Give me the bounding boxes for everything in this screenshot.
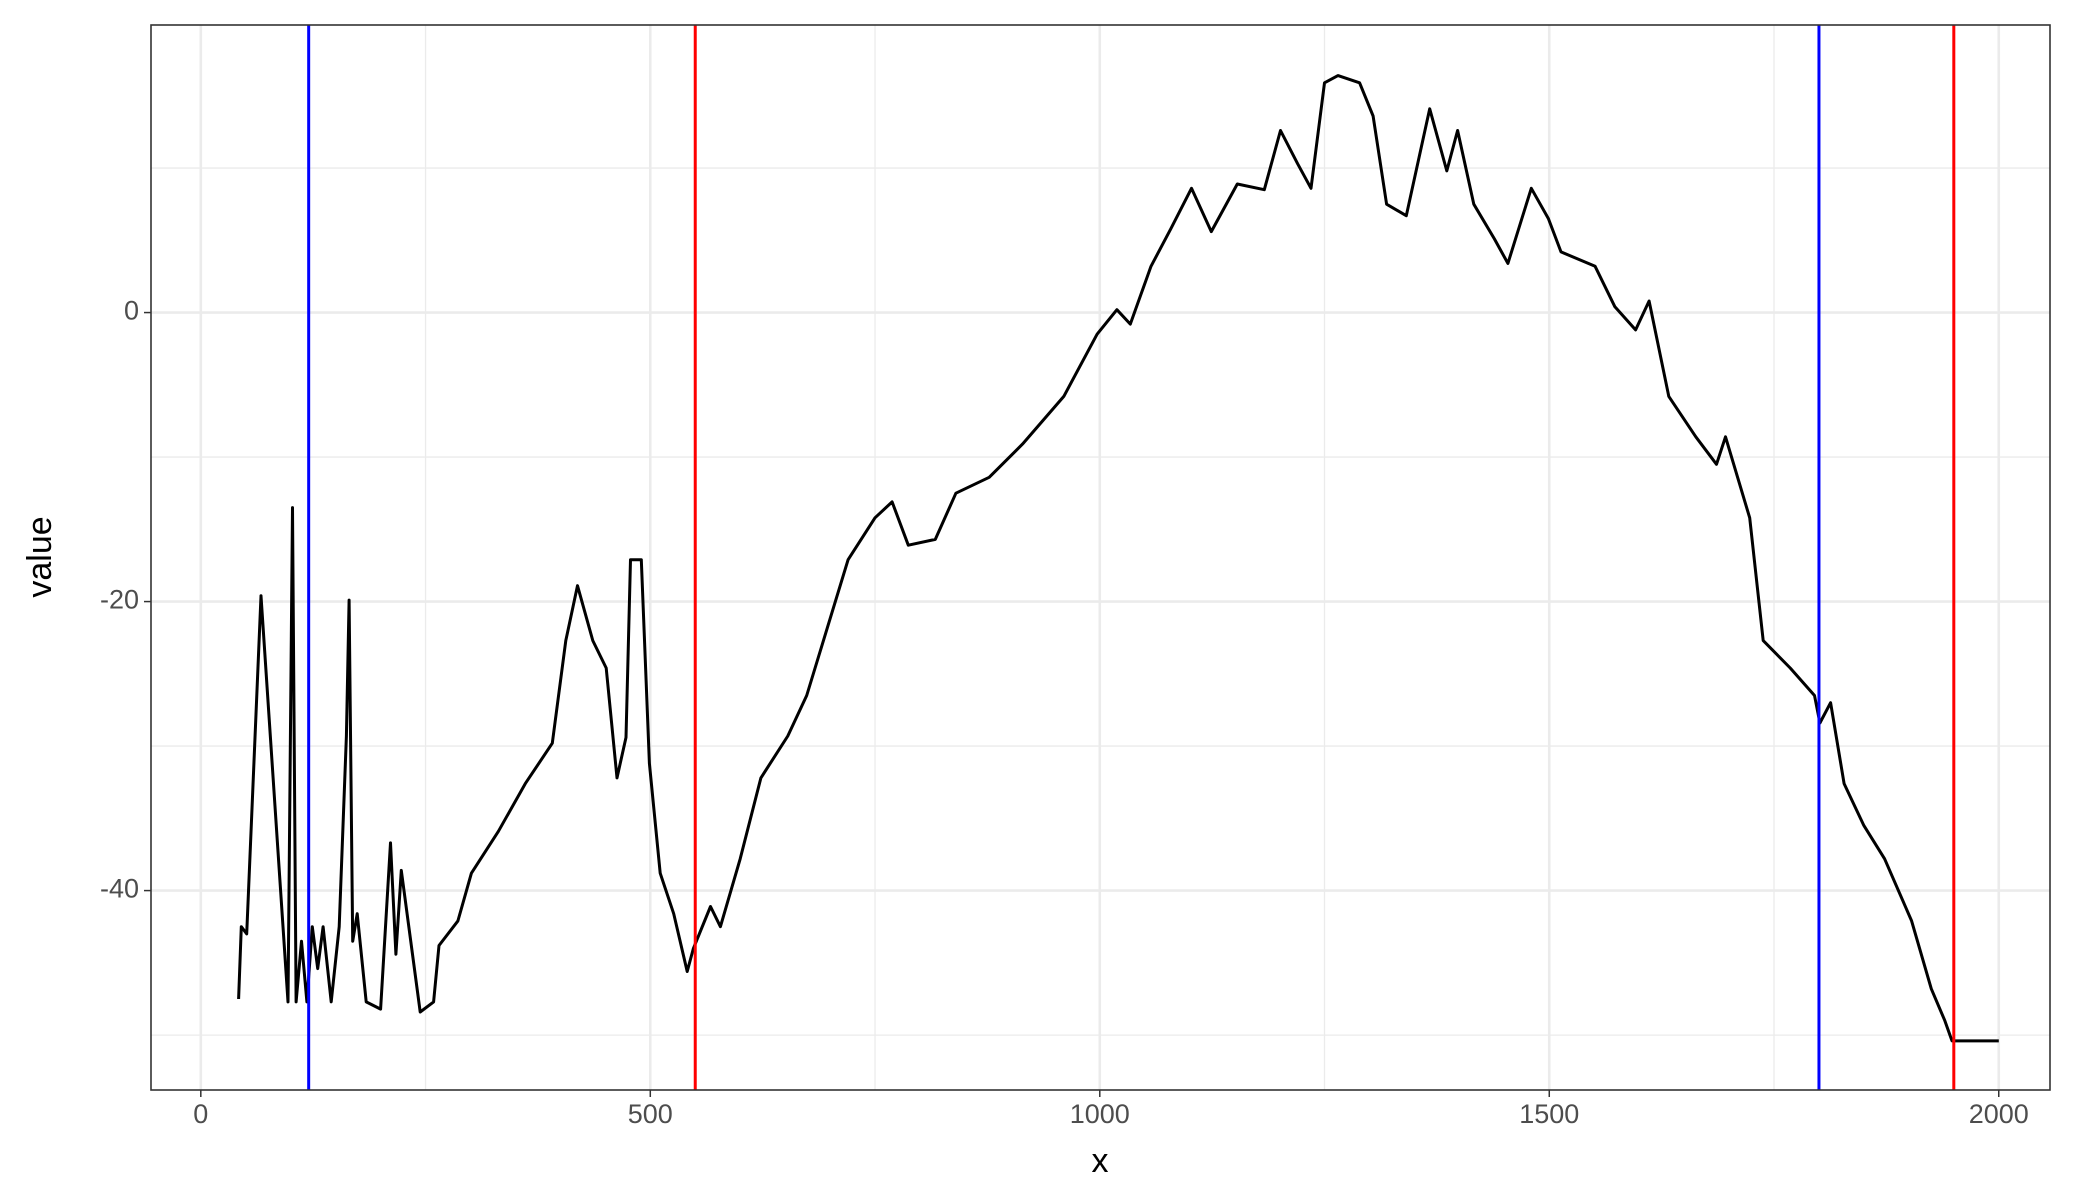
x-tick-label: 0 [193,1099,208,1129]
y-tick-label: -40 [100,874,139,904]
y-axis-title: value [21,516,59,597]
x-tick-label: 1500 [1519,1099,1579,1129]
panel-border [150,24,2051,1091]
x-tick-label: 2000 [1969,1099,2029,1129]
x-tick-label: 500 [628,1099,673,1129]
x-axis-title: x [1092,1142,1109,1180]
y-tick-label: -20 [100,585,139,615]
y-tick-label: 0 [124,296,139,326]
data-line [237,74,1999,1043]
x-tick-label: 1000 [1070,1099,1130,1129]
